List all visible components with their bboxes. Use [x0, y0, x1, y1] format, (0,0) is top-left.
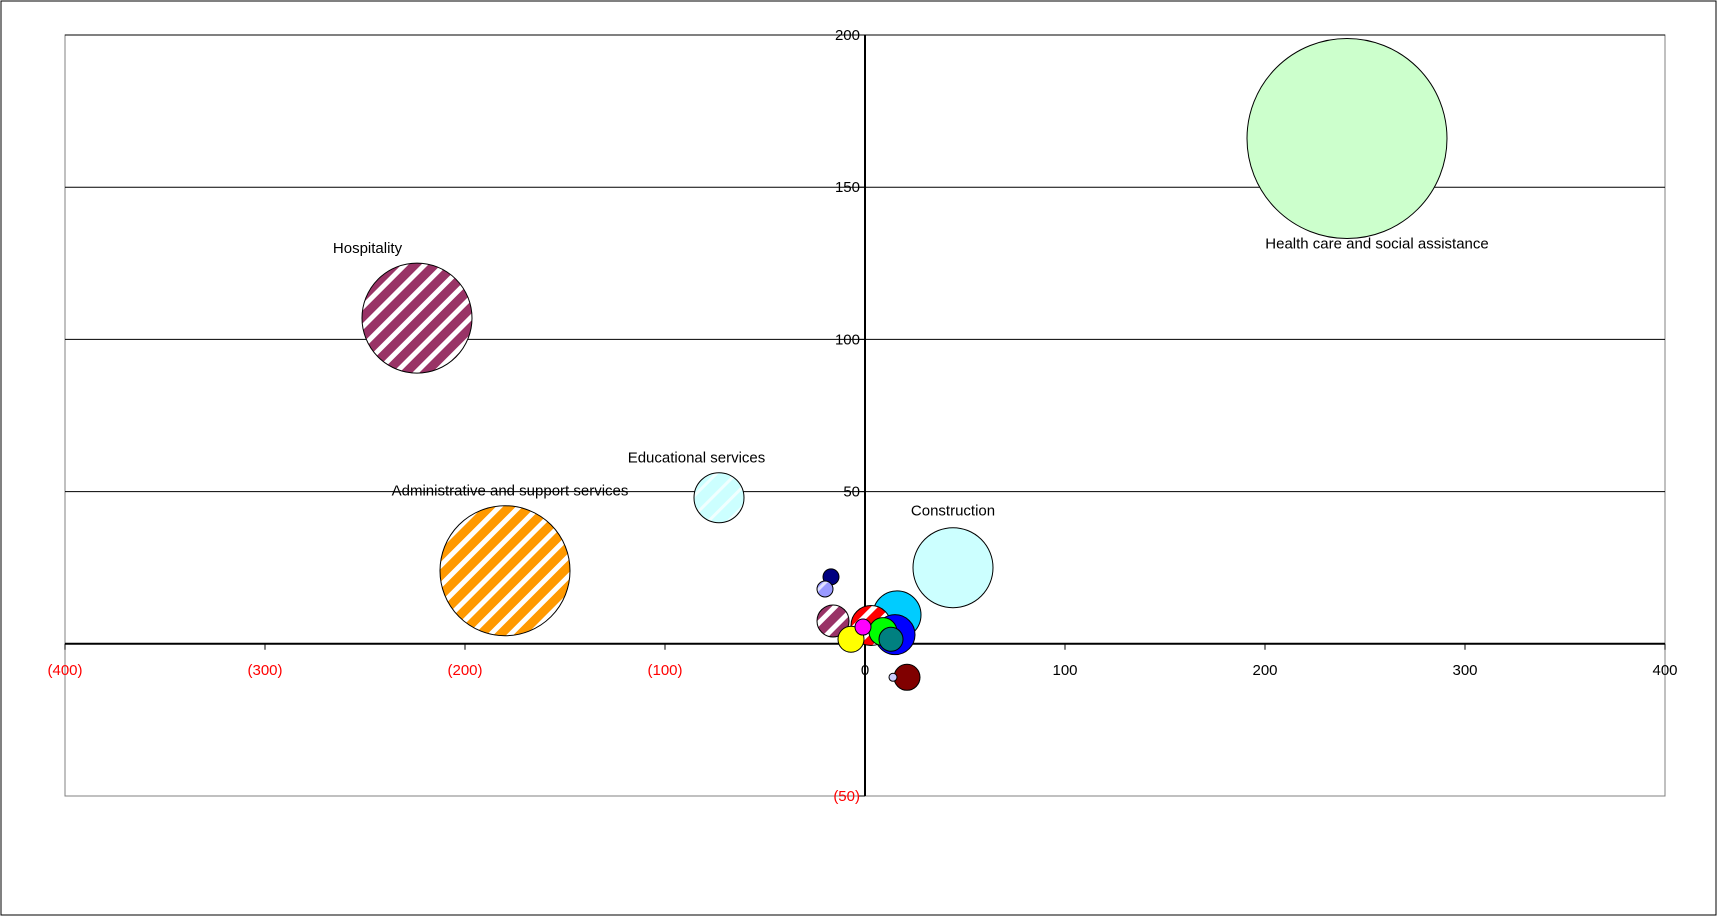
bubble	[361, 262, 473, 374]
x-tick-label: 0	[861, 662, 869, 679]
bubble-label: Hospitality	[333, 240, 403, 257]
x-tick-label: (400)	[47, 662, 82, 679]
bubble-label: Administrative and support services	[392, 483, 629, 500]
bubble	[878, 626, 904, 652]
bubble	[888, 672, 898, 682]
bubble	[816, 580, 834, 598]
y-tick-label: 50	[843, 484, 860, 501]
bubble	[854, 618, 872, 636]
bubble	[893, 663, 921, 691]
bubble	[912, 527, 994, 609]
y-tick-label: 150	[835, 179, 860, 196]
bubble-label: Health care and social assistance	[1265, 235, 1488, 252]
y-tick-label: 200	[835, 27, 860, 44]
x-tick-label: (100)	[647, 662, 682, 679]
y-tick-label: 100	[835, 331, 860, 348]
bubble-label: Educational services	[628, 450, 766, 467]
x-tick-label: 200	[1252, 662, 1277, 679]
x-tick-label: 300	[1452, 662, 1477, 679]
x-tick-label: (200)	[447, 662, 482, 679]
bubble	[693, 472, 745, 524]
x-tick-label: 100	[1052, 662, 1077, 679]
bubble-label: Construction	[911, 503, 995, 520]
bubble	[439, 505, 571, 637]
x-tick-label: (300)	[247, 662, 282, 679]
bubble	[1246, 37, 1448, 239]
y-tick-label: (50)	[833, 788, 860, 805]
bubble	[816, 604, 850, 638]
x-tick-label: 400	[1652, 662, 1677, 679]
